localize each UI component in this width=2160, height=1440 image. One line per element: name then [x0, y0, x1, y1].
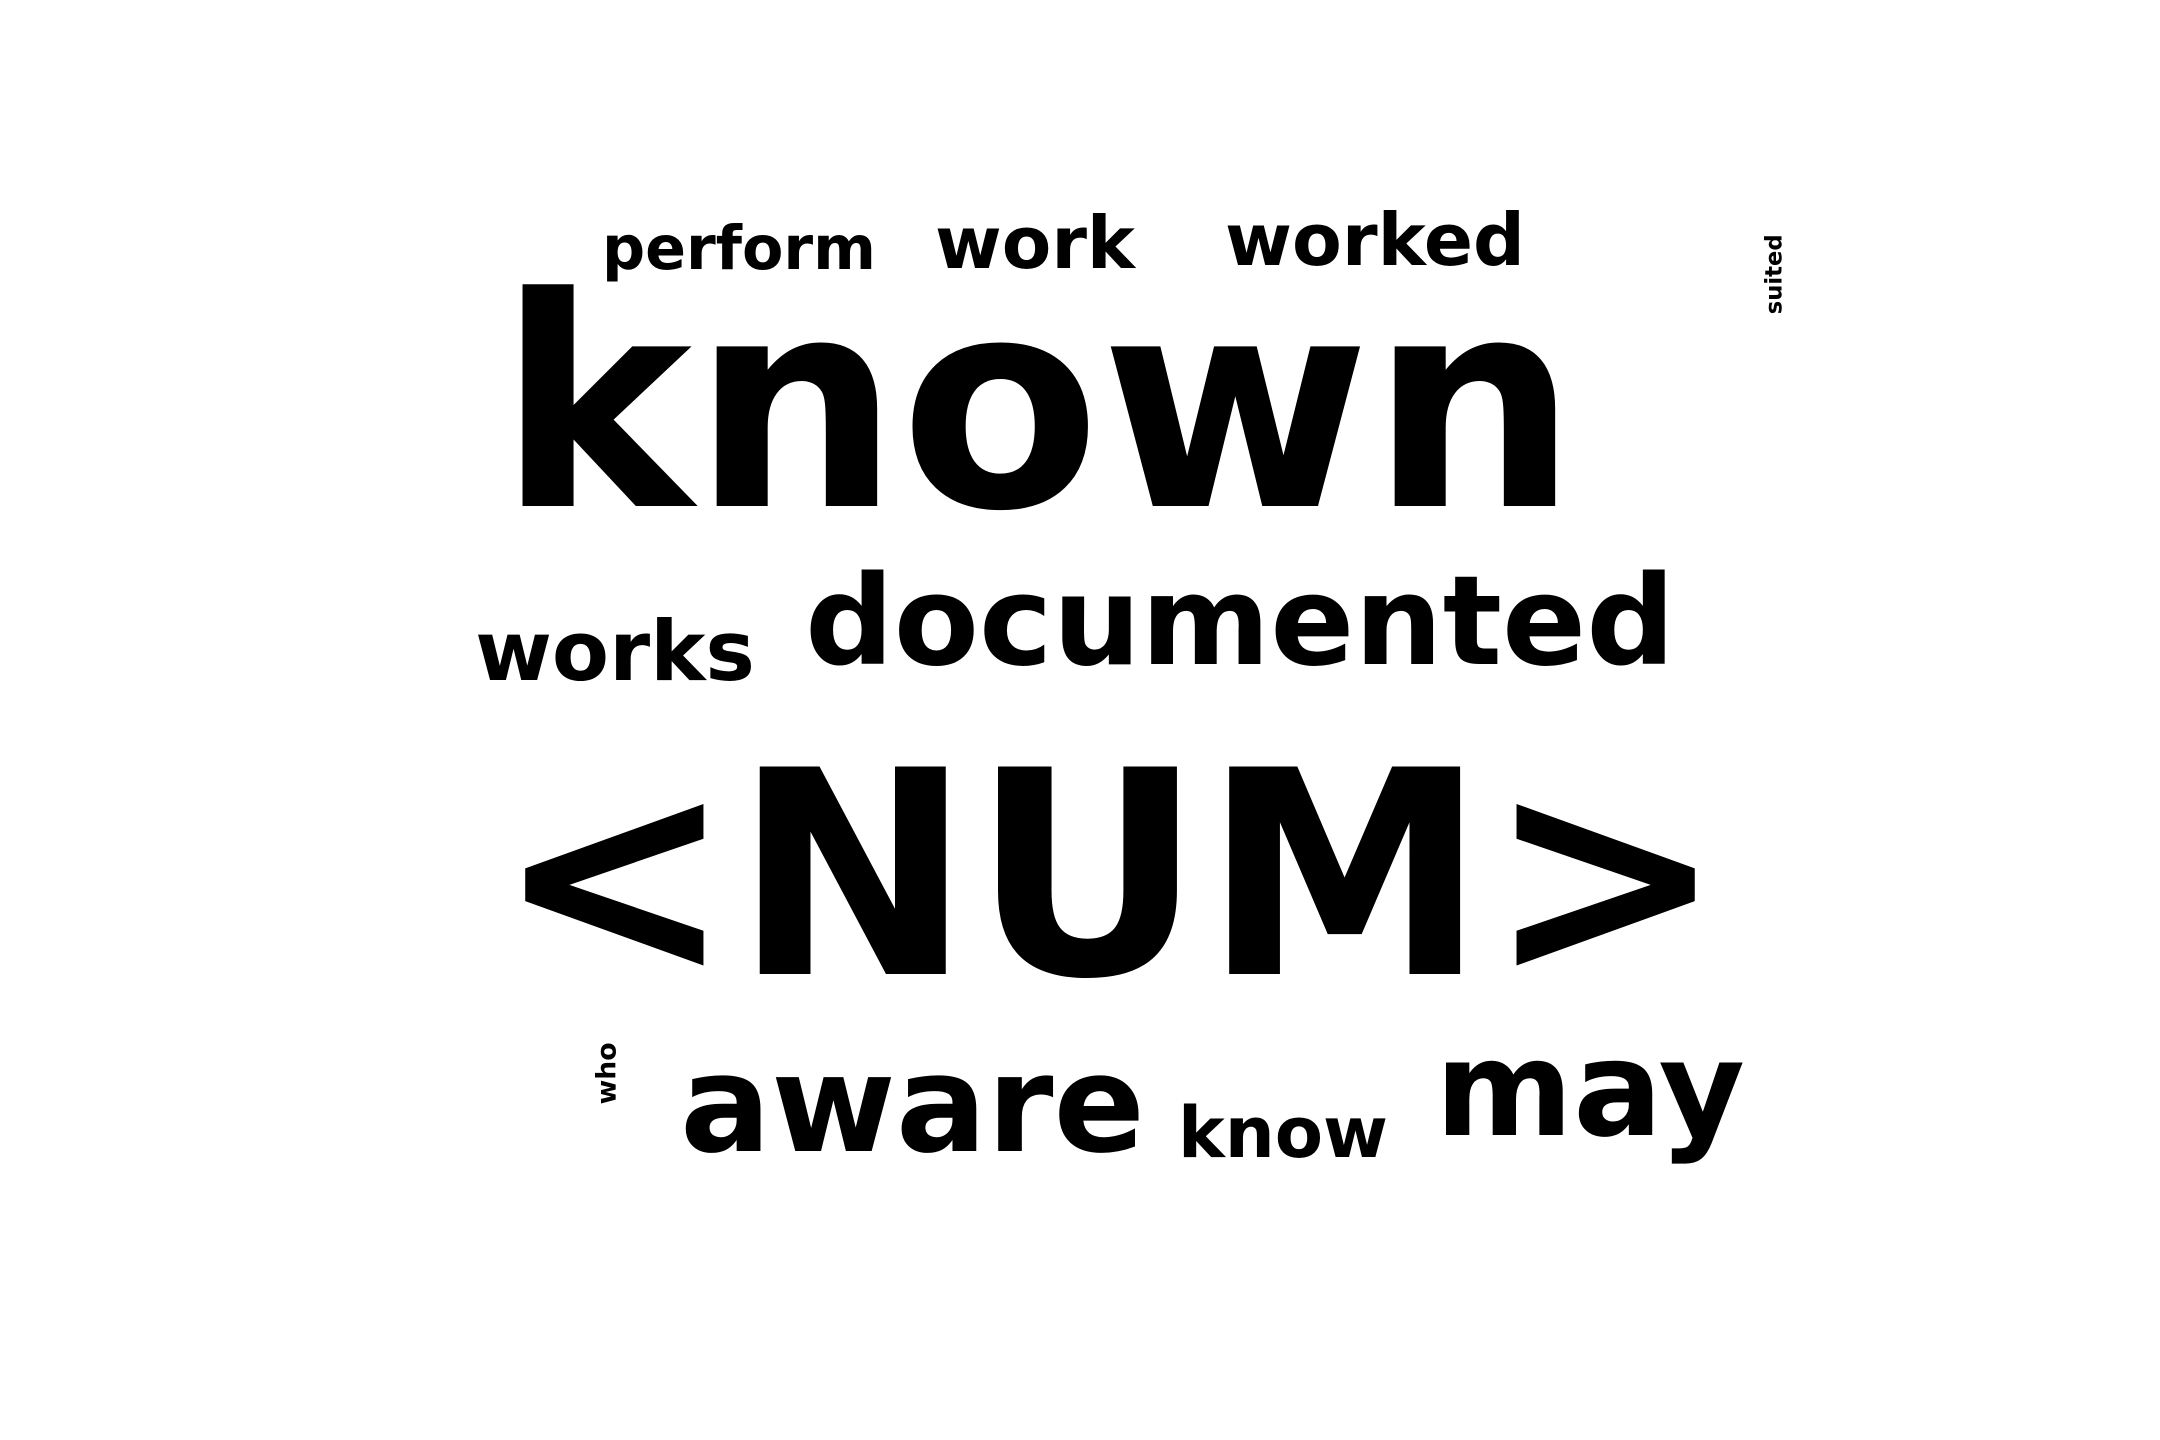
word-know: know — [1177, 1091, 1389, 1174]
word-works: works — [475, 603, 755, 701]
word-aware: aware — [679, 1025, 1146, 1183]
word-work: work — [935, 201, 1135, 286]
word-num: <NUM> — [495, 711, 1725, 1043]
word-may: may — [1435, 1012, 1745, 1167]
word-known: known — [498, 235, 1578, 576]
word-who: who — [591, 1041, 623, 1104]
word-perform: perform — [601, 213, 876, 284]
word-suited: suited — [1761, 234, 1788, 314]
word-worked: worked — [1225, 199, 1525, 284]
word-documented: documented — [804, 550, 1676, 695]
